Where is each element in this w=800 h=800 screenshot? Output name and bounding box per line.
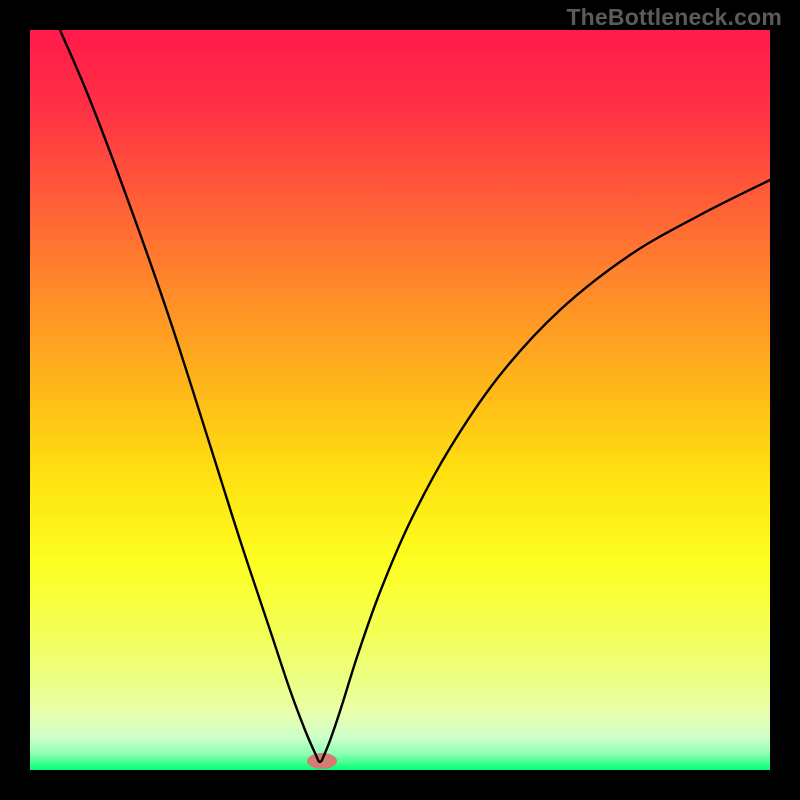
- plot-area-gradient: [30, 30, 770, 770]
- watermark-text: TheBottleneck.com: [566, 4, 782, 31]
- bottleneck-curve-chart: [0, 0, 800, 800]
- chart-container: TheBottleneck.com: [0, 0, 800, 800]
